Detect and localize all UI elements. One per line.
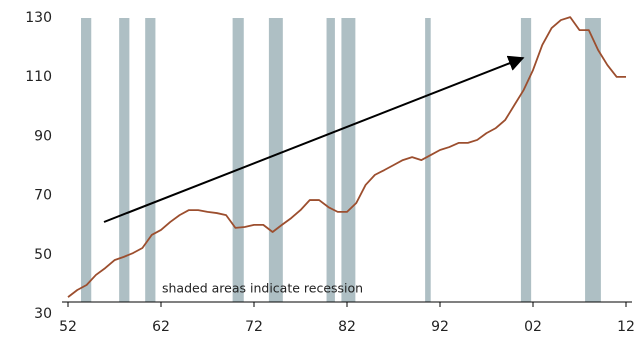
recession-band: [145, 18, 156, 302]
trend-arrow: [103, 55, 525, 223]
annotation: shaded areas indicate recession: [162, 281, 363, 296]
x-tick-label: 52: [59, 319, 77, 335]
recession-band: [341, 18, 356, 302]
recession-band: [585, 18, 601, 302]
x-tick-label: 62: [152, 319, 170, 335]
x-tick-label: 82: [338, 319, 356, 335]
recession-band: [520, 18, 532, 302]
x-tick-label: 72: [245, 319, 263, 335]
y-tick-label: 50: [34, 247, 52, 263]
recession-band: [232, 18, 244, 302]
x-tick-label: 02: [524, 319, 542, 335]
recession-band: [119, 18, 130, 302]
y-tick-label: 30: [34, 306, 52, 322]
recession-band: [81, 18, 92, 302]
y-tick-label: 70: [34, 188, 52, 204]
data-line: [67, 16, 626, 298]
recession-band: [326, 18, 335, 302]
y-tick-label: 110: [25, 69, 52, 85]
recession-bands: [81, 18, 601, 302]
y-tick-label: 130: [25, 10, 52, 26]
recession-band: [268, 18, 283, 302]
recession-band: [425, 18, 431, 302]
x-tick-label: 92: [431, 319, 449, 335]
y-tick-label: 90: [34, 128, 52, 144]
x-tick-label: 12: [617, 319, 635, 335]
